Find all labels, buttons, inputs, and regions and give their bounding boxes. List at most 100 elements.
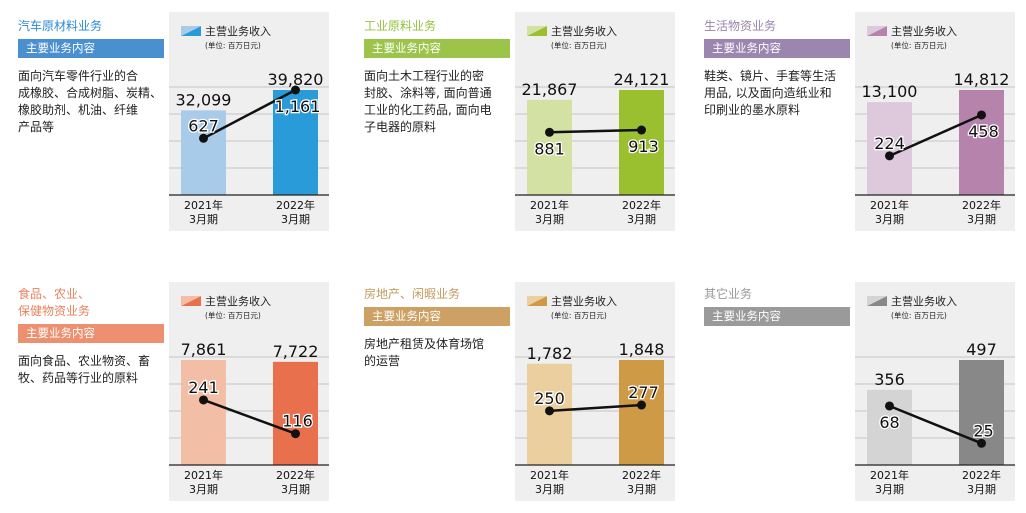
line-point [291, 429, 300, 439]
segment-chart: 主营业务收入 (单位: 百万日元) 7,861 7,722 241 116 2021年 3月期… [169, 282, 329, 501]
line-point [545, 406, 554, 416]
bar [273, 361, 318, 465]
x-tick-label: 3月期 [535, 213, 564, 226]
bar-value-label: 497 [966, 340, 997, 359]
bar-value-label: 24,121 [614, 70, 670, 89]
legend-swatch [867, 26, 887, 36]
segment-title: 汽车原材料业务 [18, 19, 103, 33]
legend-unit: (单位: 百万日元) [891, 310, 947, 320]
legend-unit: (单位: 百万日元) [551, 310, 607, 320]
segment-info: 生活物资业务 主要业务内容 鞋类、镜片、手套等生活 用品, 以及面向造纸业和 印… [704, 18, 850, 119]
line-segment [888, 113, 983, 158]
line-point [545, 127, 554, 137]
legend-swatch [181, 296, 201, 306]
segment-panel: 其它业务 主要业务内容 主营业务收入 (单位: 百万日元) 356 497 68 25 20… [686, 282, 1026, 512]
segment-chart: 主营业务收入 (单位: 百万日元) 356 497 68 25 2021年 3月期 2022年 3… [855, 282, 1015, 501]
bar-value-label: 356 [874, 370, 905, 389]
legend-label: 主营业务收入 [891, 294, 957, 308]
line-value-label: 627 [188, 116, 219, 135]
segment-info: 食品、农业、 保健物资业务 主要业务内容 面向食品、农业物资、畜 牧、药品等行业… [18, 286, 164, 387]
x-tick-label: 2022年 [962, 198, 1001, 212]
line-segment [202, 88, 297, 140]
x-tick-label: 2021年 [530, 468, 569, 482]
legend-swatch [527, 296, 547, 306]
line-value-label: 224 [874, 134, 905, 153]
segment-chart: 主营业务收入 (单位: 百万日元) 32,099 39,820 627 1,161 2021… [169, 12, 329, 231]
x-tick-label: 3月期 [627, 483, 656, 496]
bar-value-label: 13,100 [862, 82, 918, 101]
bar-value-label: 14,812 [954, 70, 1010, 89]
legend-unit: (单位: 百万日元) [891, 40, 947, 50]
legend-swatch [181, 26, 201, 36]
legend-label: 主营业务收入 [891, 24, 957, 38]
line-value-label: 116 [282, 412, 313, 431]
bar-value-label: 21,867 [522, 80, 578, 99]
legend-unit: (单位: 百万日元) [551, 40, 607, 50]
segment-title: 生活物资业务 [704, 19, 777, 33]
line-segment [203, 398, 296, 435]
segment-title: 工业原料业务 [364, 19, 437, 33]
x-tick-label: 2021年 [870, 198, 909, 212]
line-segment [549, 128, 642, 134]
bar [527, 99, 572, 195]
legend-label: 主营业务收入 [551, 24, 617, 38]
legend-swatch [527, 26, 547, 36]
x-tick-label: 3月期 [875, 483, 904, 496]
line-point [637, 400, 646, 410]
x-tick-label: 2022年 [276, 468, 315, 482]
x-tick-label: 2021年 [870, 468, 909, 482]
segment-title: 其它业务 [704, 287, 753, 301]
segment-panel: 工业原料业务 主要业务内容 面向土木工程行业的密 封胶、涂料等, 面向普通 工业… [346, 12, 686, 242]
x-tick-label: 3月期 [875, 213, 904, 226]
legend-label: 主营业务收入 [551, 294, 617, 308]
line-value-label: 241 [188, 378, 219, 397]
x-tick-label: 2022年 [622, 198, 661, 212]
x-tick-label: 3月期 [627, 213, 656, 226]
segment-subtitle-bar: 主要业务内容 [18, 324, 164, 343]
bar [181, 110, 226, 195]
line-value-label: 913 [628, 137, 659, 156]
line-point [199, 133, 208, 143]
bar [619, 360, 664, 465]
segment-description: 房地产租赁及体育场馆 的运营 [364, 337, 485, 368]
line-point [199, 395, 208, 405]
x-tick-label: 2022年 [276, 198, 315, 212]
x-tick-label: 2021年 [184, 468, 223, 482]
segment-info: 其它业务 主要业务内容 [704, 286, 850, 336]
segment-info: 房地产、闲暇业务 主要业务内容 房地产租赁及体育场馆 的运营 [364, 286, 510, 370]
line-value-label: 250 [534, 389, 565, 408]
line-point [977, 110, 986, 120]
segment-chart: 主营业务收入 (单位: 百万日元) 13,100 14,812 224 458 2021年 3… [855, 12, 1015, 231]
line-point [637, 125, 646, 135]
segment-description: 面向土木工程行业的密 封胶、涂料等, 面向普通 工业的化工药品, 面向电 子电器… [364, 69, 492, 134]
bar-value-label: 1,782 [527, 344, 573, 363]
segment-description: 面向食品、农业物资、畜 牧、药品等行业的原料 [18, 354, 151, 385]
legend-unit: (单位: 百万日元) [205, 40, 261, 50]
line-value-label: 277 [628, 383, 659, 402]
legend-label: 主营业务收入 [205, 294, 271, 308]
x-tick-label: 2021年 [184, 198, 223, 212]
line-segment [549, 403, 642, 413]
bar [181, 360, 226, 465]
segment-description: 面向汽车零件行业的合 成橡胶、合成树脂、炭精、 橡胶助剂、机油、纤维 产品等 [18, 69, 163, 134]
bar [959, 360, 1004, 465]
x-tick-label: 2022年 [962, 468, 1001, 482]
segment-info: 汽车原材料业务 主要业务内容 面向汽车零件行业的合 成橡胶、合成树脂、炭精、 橡… [18, 18, 164, 136]
line-point [885, 151, 894, 161]
segment-subtitle-bar: 主要业务内容 [704, 39, 850, 58]
x-tick-label: 3月期 [189, 213, 218, 226]
line-point [977, 438, 986, 448]
segment-chart: 主营业务收入 (单位: 百万日元) 1,782 1,848 250 277 2021年 3月期… [515, 282, 675, 501]
segment-panel: 食品、农业、 保健物资业务 主要业务内容 面向食品、农业物资、畜 牧、药品等行业… [0, 282, 340, 512]
x-tick-label: 3月期 [281, 483, 310, 496]
segment-subtitle-bar: 主要业务内容 [18, 39, 164, 58]
segment-title: 食品、农业、 保健物资业务 [18, 287, 91, 318]
segment-chart: 主营业务收入 (单位: 百万日元) 21,867 24,121 881 913 2021年 3… [515, 12, 675, 231]
x-tick-label: 3月期 [967, 213, 996, 226]
x-tick-label: 3月期 [189, 483, 218, 496]
segment-title: 房地产、闲暇业务 [364, 287, 461, 301]
bar-value-label: 32,099 [176, 90, 232, 109]
line-value-label: 25 [973, 421, 993, 440]
bar-value-label: 1,848 [619, 340, 665, 359]
bar [619, 90, 664, 195]
